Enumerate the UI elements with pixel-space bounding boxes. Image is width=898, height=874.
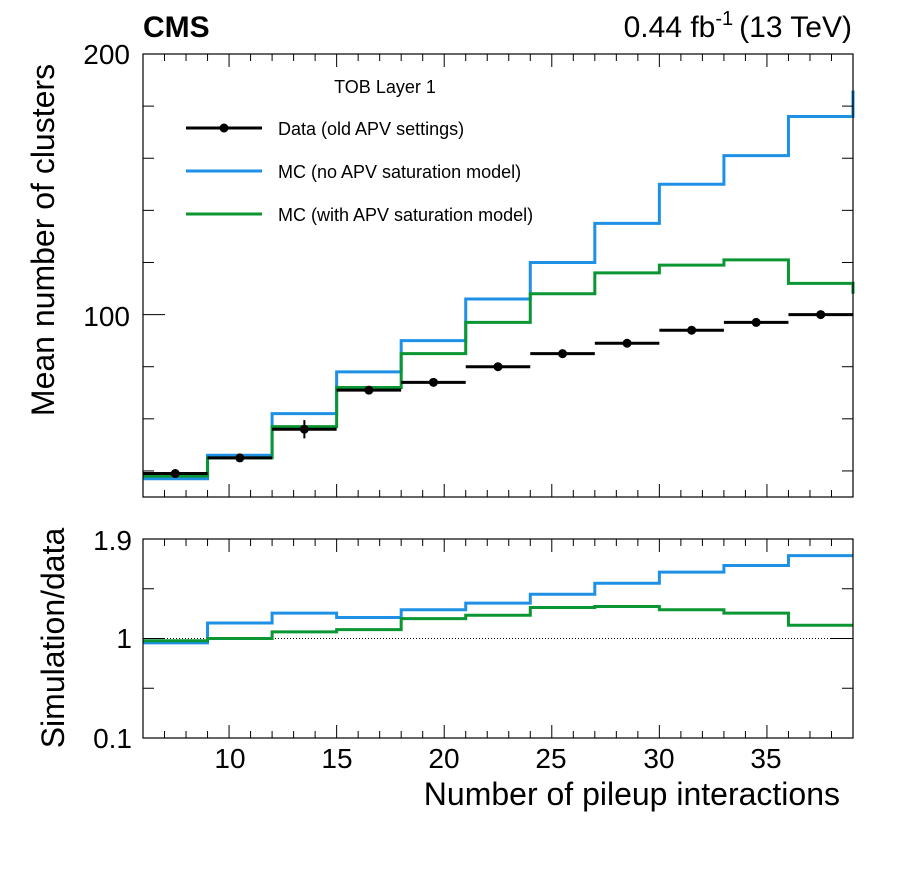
x-tick-label: 25: [535, 743, 566, 774]
data-point: [428, 377, 438, 387]
data-point: [235, 453, 245, 463]
data-point: [622, 338, 632, 348]
data-point: [687, 325, 697, 335]
legend: Data (old APV settings) MC (no APV satur…: [186, 119, 533, 225]
main-ytick-label: 100: [83, 301, 130, 332]
x-tick-label: 20: [428, 743, 459, 774]
data-point: [364, 385, 374, 395]
x-tick-label: 10: [214, 743, 245, 774]
ratio-ticks: [142, 538, 854, 739]
ratio-panel: 1.9 1 0.1 Simulation/data 10 15 20 25 30…: [35, 525, 854, 812]
data-point: [299, 424, 309, 434]
x-tick-label: 35: [750, 743, 781, 774]
energy-label: (13 TeV): [739, 11, 852, 44]
luminosity-label: 0.44 fb-1 (13 TeV): [624, 8, 852, 44]
ratio-data-layer: [143, 554, 853, 645]
x-axis-title: Number of pileup interactions: [424, 776, 840, 812]
legend-label-mc-no-saturation: MC (no APV saturation model): [278, 162, 521, 182]
main-ticks: [142, 53, 854, 497]
data-point: [816, 310, 826, 320]
ratio-ytick-label: 0.1: [93, 723, 132, 754]
main-data-layer: [143, 90, 855, 481]
main-y-axis-title: Mean number of clusters: [25, 64, 61, 416]
ratio-mc-no-saturation-line: [143, 554, 853, 645]
lumi-value: 0.44 fb: [624, 11, 716, 44]
x-tick-label: 30: [643, 743, 674, 774]
data-point: [170, 469, 180, 479]
mc-no-saturation-line: [143, 90, 855, 481]
ratio-ytick-label: 1: [116, 623, 132, 654]
main-ytick-label: 200: [83, 39, 130, 70]
experiment-label: CMS: [143, 11, 210, 44]
legend-label-data: Data (old APV settings): [278, 119, 464, 139]
ratio-mc-with-saturation-line: [143, 604, 853, 643]
x-tick-label: 15: [321, 743, 352, 774]
main-panel: 200 100 Mean number of clusters TOB Laye…: [25, 39, 855, 498]
data-point: [558, 349, 568, 359]
lumi-exponent: -1: [715, 8, 733, 30]
ratio-y-axis-title: Simulation/data: [35, 528, 71, 749]
data-point: [751, 317, 761, 327]
mc-with-saturation-line: [143, 258, 855, 478]
legend-entry-mc-no-saturation: MC (no APV saturation model): [186, 162, 521, 182]
ratio-ytick-label: 1.9: [93, 525, 132, 556]
main-panel-frame: [142, 53, 854, 498]
legend-entry-mc-with-saturation: MC (with APV saturation model): [186, 205, 533, 225]
legend-entry-data: Data (old APV settings): [186, 119, 464, 139]
legend-marker-data: [219, 123, 229, 133]
region-label: TOB Layer 1: [334, 77, 436, 97]
data-point: [493, 362, 503, 372]
legend-label-mc-with-saturation: MC (with APV saturation model): [278, 205, 533, 225]
